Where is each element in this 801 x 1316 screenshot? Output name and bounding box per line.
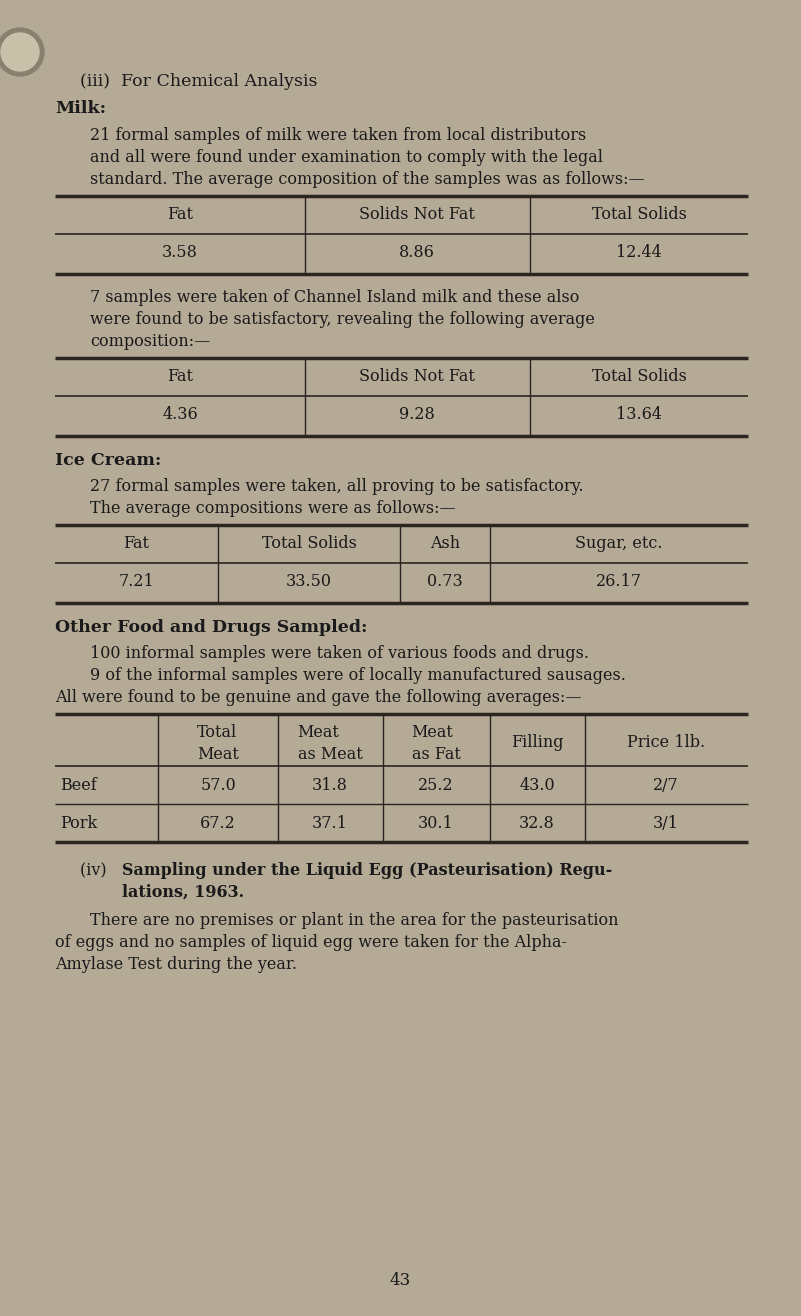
Text: Pork: Pork — [60, 815, 97, 832]
Text: Meat
as Fat: Meat as Fat — [412, 724, 461, 763]
Text: Price 1lb.: Price 1lb. — [627, 734, 705, 751]
Text: of eggs and no samples of liquid egg were taken for the Alpha-: of eggs and no samples of liquid egg wer… — [55, 934, 567, 951]
Text: 30.1: 30.1 — [418, 815, 454, 832]
Text: Ash: Ash — [430, 536, 460, 551]
Text: Fat: Fat — [123, 536, 149, 551]
Text: Sugar, etc.: Sugar, etc. — [575, 536, 662, 551]
Text: 21 formal samples of milk were taken from local distributors: 21 formal samples of milk were taken fro… — [90, 128, 586, 143]
Text: Filling: Filling — [511, 734, 563, 751]
Text: 32.8: 32.8 — [519, 815, 555, 832]
Text: Total Solids: Total Solids — [592, 368, 686, 386]
Text: 67.2: 67.2 — [200, 815, 235, 832]
Text: 2/7: 2/7 — [653, 776, 679, 794]
Text: All were found to be genuine and gave the following averages:—: All were found to be genuine and gave th… — [55, 690, 582, 705]
Text: Solids Not Fat: Solids Not Fat — [359, 207, 475, 222]
Text: Solids Not Fat: Solids Not Fat — [359, 368, 475, 386]
Text: Fat: Fat — [167, 368, 193, 386]
Text: 3.58: 3.58 — [162, 243, 198, 261]
Text: 26.17: 26.17 — [596, 572, 642, 590]
Text: composition:—: composition:— — [90, 333, 210, 350]
Text: Total Solids: Total Solids — [262, 536, 356, 551]
Text: 3/1: 3/1 — [653, 815, 679, 832]
Text: 43: 43 — [389, 1273, 411, 1288]
Text: Beef: Beef — [60, 776, 97, 794]
Text: 27 formal samples were taken, all proving to be satisfactory.: 27 formal samples were taken, all provin… — [90, 478, 584, 495]
Text: There are no premises or plant in the area for the pasteurisation: There are no premises or plant in the ar… — [90, 912, 618, 929]
Text: 43.0: 43.0 — [519, 776, 555, 794]
Text: 7 samples were taken of Channel Island milk and these also: 7 samples were taken of Channel Island m… — [90, 290, 579, 307]
Text: 13.64: 13.64 — [616, 407, 662, 422]
Text: Meat
as Meat: Meat as Meat — [298, 724, 362, 763]
Text: 37.1: 37.1 — [312, 815, 348, 832]
Text: (iv): (iv) — [80, 862, 117, 879]
Text: and all were found under examination to comply with the legal: and all were found under examination to … — [90, 149, 603, 166]
Text: (iii)  For Chemical Analysis: (iii) For Chemical Analysis — [80, 72, 317, 89]
Text: Amylase Test during the year.: Amylase Test during the year. — [55, 955, 297, 973]
Text: standard. The average composition of the samples was as follows:—: standard. The average composition of the… — [90, 171, 645, 188]
Text: 0.73: 0.73 — [427, 572, 463, 590]
Text: 7.21: 7.21 — [118, 572, 154, 590]
Text: Other Food and Drugs Sampled:: Other Food and Drugs Sampled: — [55, 619, 368, 636]
Text: 12.44: 12.44 — [616, 243, 662, 261]
Text: 8.86: 8.86 — [399, 243, 435, 261]
Text: 9 of the informal samples were of locally manufactured sausages.: 9 of the informal samples were of locall… — [90, 667, 626, 684]
Text: 31.8: 31.8 — [312, 776, 348, 794]
Text: Sampling under the Liquid Egg (Pasteurisation) Regu-: Sampling under the Liquid Egg (Pasteuris… — [122, 862, 612, 879]
Text: 33.50: 33.50 — [286, 572, 332, 590]
Text: The average compositions were as follows:—: The average compositions were as follows… — [90, 500, 456, 517]
Text: 9.28: 9.28 — [399, 407, 435, 422]
Text: Total
Meat: Total Meat — [197, 724, 239, 763]
Text: were found to be satisfactory, revealing the following average: were found to be satisfactory, revealing… — [90, 311, 595, 328]
Text: Fat: Fat — [167, 207, 193, 222]
Circle shape — [0, 28, 44, 76]
Text: 100 informal samples were taken of various foods and drugs.: 100 informal samples were taken of vario… — [90, 645, 589, 662]
Text: Total Solids: Total Solids — [592, 207, 686, 222]
Text: 25.2: 25.2 — [418, 776, 454, 794]
Text: Milk:: Milk: — [55, 100, 106, 117]
Text: lations, 1963.: lations, 1963. — [122, 884, 244, 901]
Text: 57.0: 57.0 — [200, 776, 235, 794]
Text: 4.36: 4.36 — [162, 407, 198, 422]
Text: Ice Cream:: Ice Cream: — [55, 451, 161, 468]
Circle shape — [1, 33, 39, 71]
